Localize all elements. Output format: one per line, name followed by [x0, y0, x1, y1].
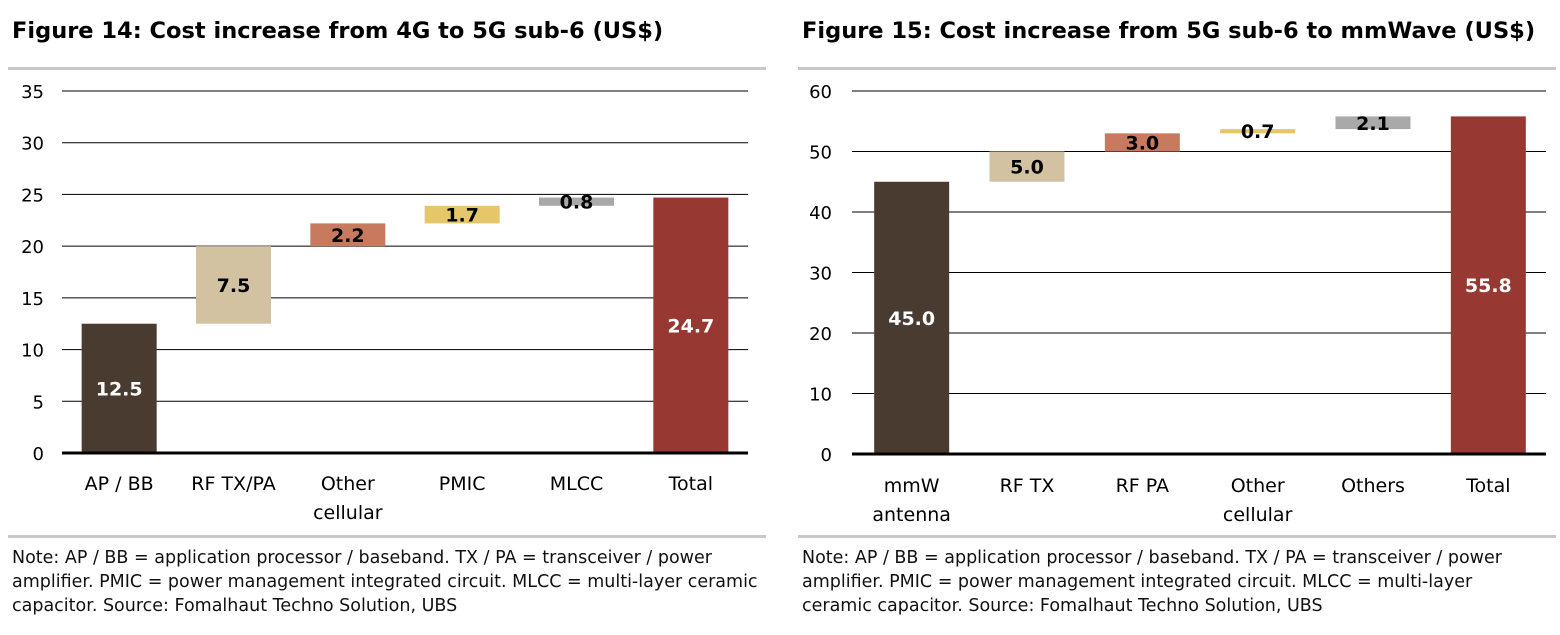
fig14-bar-0	[81, 323, 157, 453]
fig15-data-label: 55.8	[1465, 275, 1512, 297]
fig14-bar-2	[310, 223, 386, 247]
figure-14-bottom-rule	[8, 535, 766, 538]
fig15-ytick-label: 0	[821, 445, 832, 466]
fig14-ytick-label: 0	[33, 444, 44, 465]
figure-15-panel: Figure 15: Cost increase from 5G sub-6 t…	[790, 0, 1560, 635]
fig14-category-label: cellular	[313, 502, 383, 524]
fig15-bar-3	[1220, 129, 1296, 134]
fig14-ytick-label: 5	[33, 392, 44, 413]
figure-14-chart: 0 5 10 15 20 25 30 35 12.5 AP / BB 7.5 RF TX/PA 2.2 O…	[21, 82, 748, 524]
fig15-bar-5	[1450, 116, 1526, 454]
fig14-bar-3	[424, 205, 500, 224]
fig15-bar-1	[989, 151, 1065, 182]
fig15-ytick-label: 40	[809, 203, 832, 224]
fig15-bar-2	[1104, 133, 1180, 152]
fig14-category-label: PMIC	[439, 473, 486, 495]
fig15-category-label: Other	[1231, 475, 1285, 497]
fig14-ytick-label: 10	[21, 341, 44, 362]
fig15-ytick-label: 60	[809, 82, 832, 103]
fig15-category-label: Total	[1465, 475, 1510, 497]
fig14-category-label: Other	[321, 473, 375, 495]
figure-15-chart: 0 10 20 30 40 50 60 45.0 mmW antenna 5.0 RF TX 3.0 RF…	[809, 82, 1546, 526]
fig15-ytick-label: 10	[809, 385, 832, 406]
figure-14-title: Figure 14: Cost increase from 4G to 5G s…	[12, 18, 664, 44]
fig15-data-label: 5.0	[1010, 157, 1044, 179]
fig15-category-label: Others	[1341, 475, 1405, 497]
fig14-ytick-label: 15	[21, 289, 44, 310]
fig15-ytick-label: 30	[809, 264, 832, 285]
fig14-ytick-label: 25	[21, 185, 44, 206]
figure-14-top-rule	[8, 67, 766, 70]
fig15-ytick-label: 20	[809, 324, 832, 345]
fig15-ytick-label: 50	[809, 143, 832, 164]
figure-14-note: Note: AP / BB = application processor / …	[12, 548, 758, 616]
figure-14-panel: Figure 14: Cost increase from 4G to 5G s…	[8, 18, 766, 616]
fig15-category-label: antenna	[872, 504, 951, 526]
fig14-ytick-label: 30	[21, 134, 44, 155]
fig14-category-label: Total	[668, 473, 713, 495]
fig14-data-label: 0.8	[560, 192, 594, 214]
fig14-data-label: 2.2	[331, 225, 365, 247]
figure-15-title: Figure 15: Cost increase from 5G sub-6 t…	[802, 18, 1536, 44]
fig14-bar-4	[539, 197, 614, 206]
fig15-category-label: RF TX	[1000, 475, 1055, 497]
fig15-data-label: 3.0	[1125, 132, 1159, 154]
fig14-data-label: 12.5	[96, 378, 143, 400]
fig14-ytick-label: 20	[21, 237, 44, 258]
fig15-bar-0	[874, 181, 950, 454]
fig14-bar-5	[653, 197, 729, 453]
fig15-category-label: cellular	[1223, 504, 1293, 526]
fig15-category-label: mmW	[884, 475, 940, 497]
fig15-data-label: 0.7	[1241, 121, 1275, 143]
fig14-data-label: 24.7	[667, 315, 714, 337]
fig15-category-label: RF PA	[1116, 475, 1169, 497]
fig14-category-label: MLCC	[550, 473, 604, 495]
fig15-bar-4	[1335, 116, 1411, 130]
fig14-data-label: 7.5	[217, 275, 251, 297]
figure-15-note: Note: AP / BB = application processor / …	[802, 548, 1502, 616]
fig14-data-label: 1.7	[445, 205, 479, 227]
figure-15-top-rule	[798, 67, 1556, 70]
fig14-bar-1	[196, 246, 271, 324]
figure-15-bottom-rule	[798, 535, 1556, 538]
fig15-data-label: 2.1	[1356, 113, 1390, 135]
fig14-category-label: AP / BB	[85, 473, 154, 495]
fig14-ytick-label: 35	[21, 82, 44, 103]
fig14-category-label: RF TX/PA	[191, 473, 275, 495]
fig15-data-label: 45.0	[888, 308, 935, 330]
